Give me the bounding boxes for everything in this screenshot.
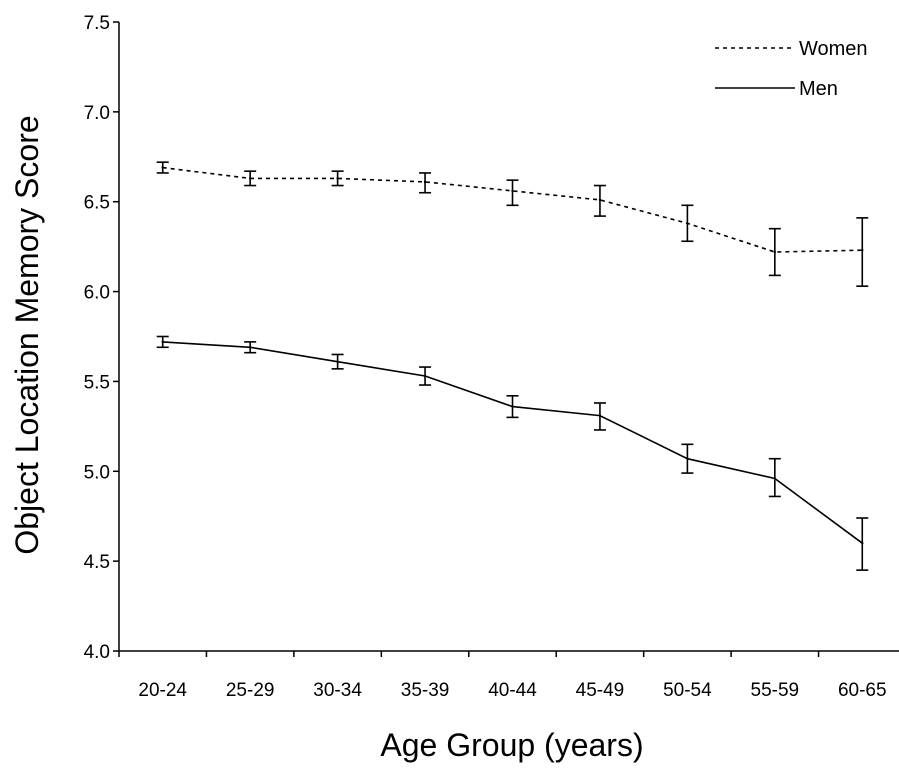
data-point-women xyxy=(511,189,514,193)
y-tick-label: 5.0 xyxy=(84,462,110,483)
data-point-women xyxy=(161,166,164,169)
error-bar-men xyxy=(593,402,606,431)
axes xyxy=(118,22,899,652)
y-tick-label: 6.0 xyxy=(84,283,110,304)
error-bar-women xyxy=(244,170,257,187)
data-point-men xyxy=(248,346,252,349)
data-point-men xyxy=(773,477,777,480)
x-tick-label: 20-24 xyxy=(138,680,187,701)
error-bar-women xyxy=(593,184,606,217)
x-tick-label: 40-44 xyxy=(488,680,537,701)
data-point-women xyxy=(248,177,252,180)
data-point-men xyxy=(336,360,339,363)
data-point-women xyxy=(336,177,339,180)
error-bar-men xyxy=(681,443,694,474)
error-bar-women xyxy=(681,204,694,243)
y-tick-label: 4.0 xyxy=(84,642,110,663)
data-point-men xyxy=(161,340,164,344)
error-bar-women xyxy=(856,217,869,287)
data-point-men xyxy=(861,541,864,545)
error-bar-men xyxy=(419,366,432,386)
error-bar-men xyxy=(156,335,169,349)
y-tick-label: 7.5 xyxy=(84,13,110,34)
series-women xyxy=(156,161,869,287)
data-point-men xyxy=(598,414,602,417)
data-point-women xyxy=(773,250,777,254)
series-men xyxy=(156,335,869,571)
series-layer xyxy=(156,161,869,571)
x-tick-label: 55-59 xyxy=(751,680,800,701)
y-tick-label: 4.5 xyxy=(84,552,110,573)
error-bar-men xyxy=(506,395,519,419)
legend-label-men: Men xyxy=(799,78,838,100)
error-bar-men xyxy=(331,353,344,370)
legend: Women Men xyxy=(715,38,868,100)
y-tick-label: 7.0 xyxy=(84,103,110,124)
x-tick-label: 25-29 xyxy=(226,680,275,701)
error-bar-men xyxy=(244,341,257,354)
data-point-women xyxy=(686,222,689,225)
y-tick-label: 6.5 xyxy=(84,193,110,214)
data-point-women xyxy=(861,249,864,252)
error-bar-women xyxy=(331,170,344,187)
error-bar-women xyxy=(506,179,519,207)
x-tick-label: 30-34 xyxy=(313,680,362,701)
data-point-women xyxy=(598,198,602,202)
y-tick-label: 5.5 xyxy=(84,372,110,393)
data-point-men xyxy=(423,374,427,378)
error-bar-women xyxy=(156,161,169,174)
error-bar-women xyxy=(768,227,781,277)
data-point-men xyxy=(511,405,514,408)
error-bar-men xyxy=(768,457,781,498)
y-ticks: 4.0 4.5 5.0 5.5 6.0 6.5 7.0 7.5 xyxy=(84,13,119,663)
y-axis-title: Object Location Memory Score xyxy=(9,115,45,554)
x-tick-label: 35-39 xyxy=(401,680,450,701)
series-line-men xyxy=(162,341,863,544)
x-ticks: 20-24 25-29 30-34 35-39 40-44 45-49 50-54 55-59… xyxy=(118,651,887,701)
legend-label-women: Women xyxy=(799,38,868,60)
x-tick-label: 60-65 xyxy=(838,680,887,701)
x-axis-title: Age Group (years) xyxy=(380,727,643,763)
data-point-men xyxy=(686,457,689,460)
x-tick-label: 50-54 xyxy=(663,680,712,701)
data-point-women xyxy=(423,180,427,184)
x-tick-label: 45-49 xyxy=(576,680,625,701)
error-bar-women xyxy=(419,172,432,194)
error-bar-men xyxy=(856,517,869,571)
